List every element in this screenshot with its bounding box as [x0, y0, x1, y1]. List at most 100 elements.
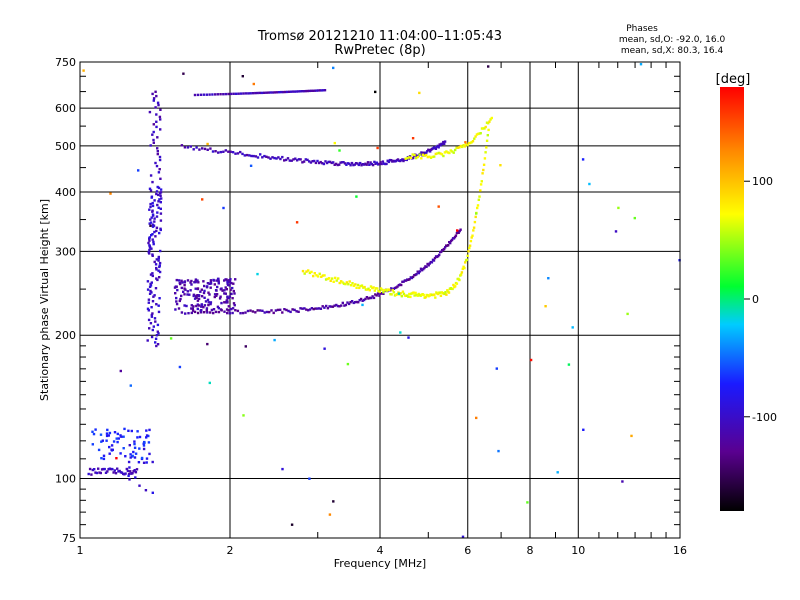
scatter-point-f2-top-trace — [237, 92, 240, 95]
scatter-point-f-cusp-vertical — [156, 323, 160, 327]
scatter-point-f1-o-trace — [249, 309, 252, 312]
scatter-point-f1-x-trace — [369, 285, 373, 288]
scatter-point-f1-blob — [226, 280, 229, 283]
scatter-point-noise — [201, 198, 204, 201]
scatter-point-f1-blob — [213, 283, 216, 286]
scatter-point-sporadic-low — [145, 461, 148, 464]
scatter-point-f-cusp-vertical — [157, 310, 161, 314]
scatter-point-f1-o-trace — [212, 311, 215, 315]
scatter-point-f1-x-trace — [460, 271, 464, 274]
scatter-point-low-echo-cluster — [148, 428, 151, 432]
scatter-point-low-echo-cluster — [117, 437, 120, 440]
scatter-point-f2-x-trace — [479, 132, 482, 135]
scatter-point-f1-x-trace — [474, 215, 477, 219]
scatter-point-noise — [308, 477, 311, 480]
scatter-point-f2-o-trace — [375, 161, 378, 164]
scatter-point-f-cusp-vertical — [147, 301, 150, 304]
scatter-point-f2-o-trace — [294, 157, 297, 160]
x-tick-label: 8 — [527, 544, 534, 557]
scatter-point-f2-o-trace — [302, 160, 306, 163]
scatter-point-f2-x-trace — [487, 122, 490, 125]
scatter-point-low-echo-cluster — [91, 443, 94, 446]
scatter-point-f2-o-trace — [368, 163, 371, 166]
scatter-point-f1-o-trace — [368, 296, 371, 300]
scatter-point-noise — [206, 342, 209, 346]
scatter-point-low-echo-cluster — [138, 447, 141, 450]
scatter-point-f1-o-trace — [336, 304, 340, 308]
scatter-point-f2-top-trace — [256, 91, 259, 95]
scatter-point-f1-o-trace — [375, 294, 378, 297]
scatter-point-low-echo-cluster — [122, 435, 125, 438]
scatter-point-f-cusp-vertical — [149, 202, 152, 206]
scatter-point-f1-o-trace — [308, 308, 312, 311]
scatter-point-f1-blob — [215, 294, 218, 297]
scatter-point-f-cusp-vertical — [149, 282, 152, 286]
scatter-point-f1-blob — [186, 279, 190, 282]
scatter-point-f2-o-trace — [343, 162, 347, 165]
scatter-point-e-layer-echo — [133, 469, 136, 472]
scatter-point-e-layer-echo — [95, 471, 99, 475]
scatter-point-f2-o-trace — [362, 163, 366, 166]
scatter-point-f1-blob — [189, 281, 192, 284]
scatter-point-f2-o-trace — [222, 150, 225, 153]
scatter-point-f1-o-trace — [362, 298, 366, 302]
scatter-point-noise — [639, 63, 643, 66]
scatter-point-f1-o-trace — [358, 299, 361, 302]
scatter-point-f1-x-trace — [391, 289, 394, 292]
scatter-point-f1-blob — [205, 309, 208, 312]
scatter-point-f1-o-trace — [289, 310, 292, 314]
scatter-point-f1-blob — [191, 307, 194, 310]
scatter-point-f1-x-trace — [367, 287, 370, 290]
scatter-point-f-cusp-top — [152, 138, 155, 142]
scatter-point-f1-o-trace — [200, 311, 203, 314]
scatter-point-f1-o-trace — [346, 301, 349, 304]
scatter-point-f-cusp-vertical — [159, 188, 163, 191]
scatter-point-f1-o-trace — [293, 308, 296, 312]
scatter-point-f1-blob — [183, 280, 187, 283]
scatter-point-f1-o-trace — [376, 292, 380, 295]
scatter-point-f2-x-trace — [434, 152, 437, 156]
scatter-point-f1-blob — [189, 289, 192, 292]
scatter-point-f1-blob — [186, 293, 189, 296]
scatter-point-f-cusp-vertical — [147, 298, 151, 301]
scatter-point-f1-x-trace — [414, 291, 417, 295]
scatter-point-f-cusp-vertical — [150, 335, 154, 339]
scatter-point-f-cusp-vertical — [148, 327, 151, 330]
scatter-point-sporadic-low — [142, 461, 146, 464]
scatter-point-f-cusp-vertical — [151, 274, 154, 278]
scatter-point-f1-o-trace — [400, 283, 403, 287]
scatter-point-f1-x-trace — [383, 289, 386, 292]
scatter-point-f1-x-trace — [445, 293, 448, 296]
scatter-point-f2-top-trace — [208, 93, 211, 96]
scatter-point-e-layer-echo — [116, 467, 119, 470]
scatter-point-f1-blob — [197, 297, 201, 301]
scatter-point-f1-blob — [188, 293, 191, 296]
scatter-point-f2-o-trace — [275, 157, 278, 160]
scatter-point-low-echo-cluster — [99, 433, 103, 436]
scatter-point-f1-blob — [196, 303, 199, 306]
scatter-point-f-cusp-vertical — [155, 277, 158, 280]
scatter-point-f2-top-trace — [317, 89, 320, 92]
scatter-point-f2-top-trace — [227, 92, 230, 96]
scatter-point-f1-o-trace — [361, 299, 364, 302]
scatter-point-f1-o-trace — [305, 308, 308, 311]
scatter-point-f2-o-trace — [243, 154, 246, 157]
scatter-point-f1-o-trace — [295, 310, 298, 313]
scatter-point-f2-o-trace — [356, 162, 359, 165]
scatter-point-f1-blob — [226, 282, 229, 285]
scatter-point-f2-x-trace — [482, 127, 485, 130]
scatter-point-f2-top-trace — [313, 89, 317, 92]
scatter-point-f1-blob — [185, 304, 188, 308]
scatter-point-f2-x-trace — [423, 154, 426, 157]
scatter-point-f-cusp-vertical — [151, 254, 154, 257]
scatter-point-f1-blob — [195, 304, 198, 308]
scatter-point-f1-o-trace — [449, 241, 452, 245]
scatter-point-f1-blob — [209, 301, 213, 304]
scatter-point-f-cusp-vertical — [155, 215, 159, 218]
scatter-point-f-cusp-top — [157, 103, 160, 107]
scatter-point-f1-o-trace — [312, 307, 315, 311]
scatter-point-f1-x-trace — [481, 172, 484, 175]
scatter-point-f2-x-trace — [420, 157, 423, 160]
scatter-point-f1-blob — [212, 278, 215, 282]
scatter-point-f2-o-trace — [349, 164, 352, 167]
